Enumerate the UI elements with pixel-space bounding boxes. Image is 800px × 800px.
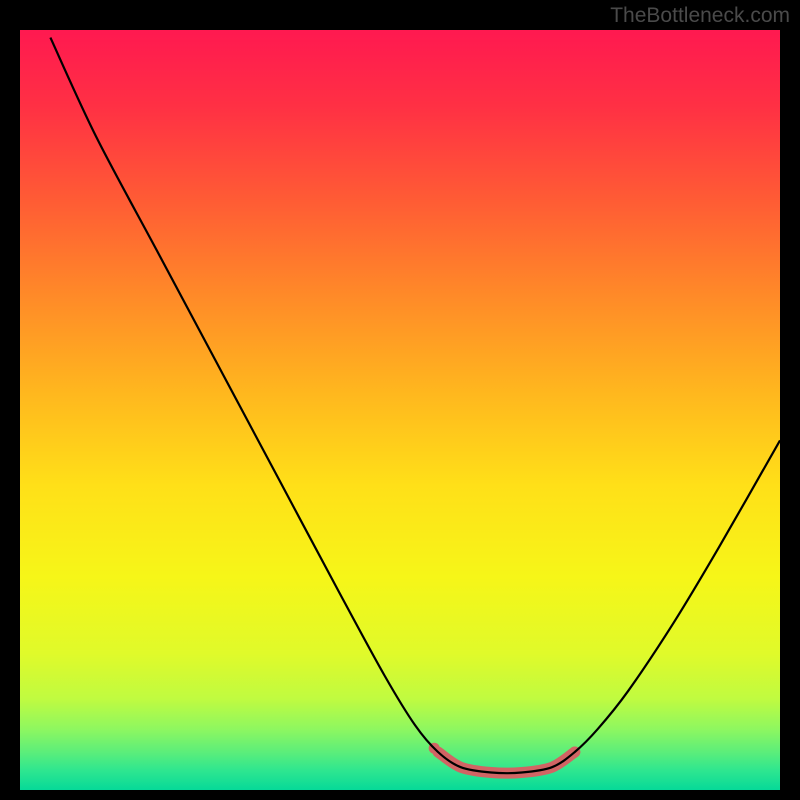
optimal-range-highlight [438, 752, 575, 773]
plot-area [20, 30, 780, 790]
curve-layer [20, 30, 780, 790]
bottleneck-curve [50, 38, 780, 774]
watermark-text: TheBottleneck.com [610, 4, 790, 28]
